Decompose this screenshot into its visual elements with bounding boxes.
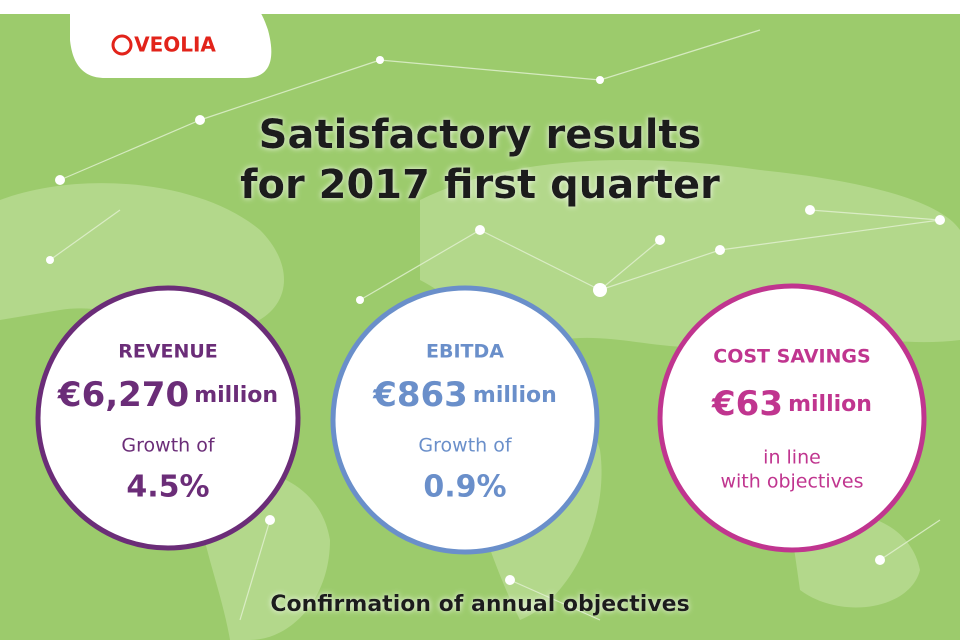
- cost-savings-circle: COST SAVINGS €63 million in line with ob…: [657, 283, 927, 553]
- circle: [330, 285, 600, 555]
- note: Growth of: [418, 435, 512, 457]
- amount-line: €63 million: [711, 384, 872, 424]
- figure: 4.5%: [126, 470, 209, 505]
- circle: [657, 283, 927, 553]
- note: Growth of: [121, 435, 215, 457]
- logo-icon: [111, 34, 133, 56]
- label: EBITDA: [426, 341, 504, 363]
- amount: €6,270: [57, 375, 189, 415]
- amount-line: €863 million: [372, 375, 557, 415]
- logo-text: VEOLIA: [134, 33, 216, 57]
- network-dots: [46, 56, 945, 585]
- logo-tab: [70, 0, 272, 78]
- unit: million: [473, 383, 557, 408]
- title-line: for 2017 first quarter: [240, 162, 720, 208]
- note: with objectives: [720, 471, 863, 493]
- note: in line: [763, 447, 821, 469]
- ebitda-circle: EBITDA €863 million Growth of 0.9%: [330, 285, 600, 555]
- network-lines: [49, 29, 941, 621]
- amount: €63: [711, 384, 783, 424]
- label: REVENUE: [118, 341, 218, 363]
- revenue-circle: REVENUE €6,270 million Growth of 4.5%: [35, 285, 301, 551]
- amount-line: €6,270 million: [57, 375, 278, 415]
- amount: €863: [372, 375, 468, 415]
- circle: [35, 285, 301, 551]
- figure: 0.9%: [423, 470, 506, 505]
- unit: million: [788, 392, 872, 417]
- unit: million: [194, 383, 278, 408]
- label: COST SAVINGS: [713, 346, 870, 368]
- title-line: Satisfactory results: [259, 112, 702, 158]
- footer: Confirmation of annual objectives: [270, 592, 689, 617]
